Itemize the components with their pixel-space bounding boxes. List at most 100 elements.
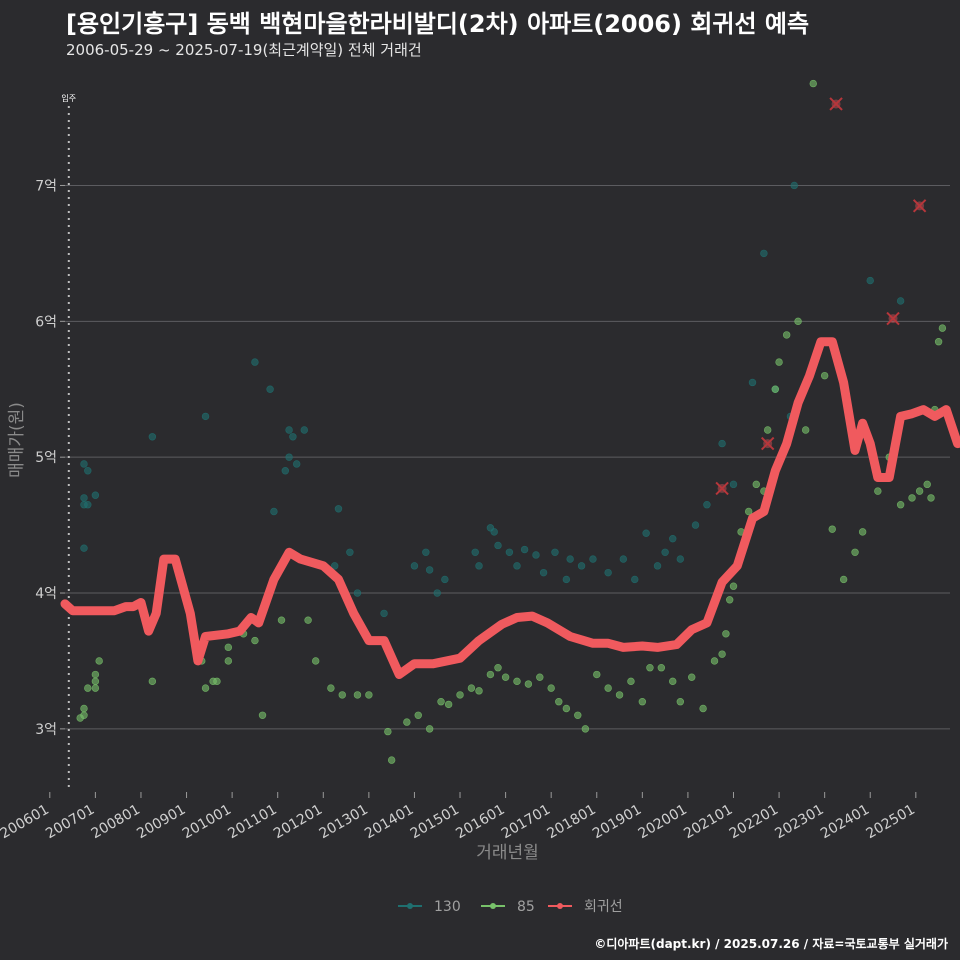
axes: 3억 4억 5억 6억 7억 200601200701200801200901201001… (0, 94, 918, 863)
point-85 (896, 501, 905, 509)
point-85 (80, 704, 88, 713)
regression-line (60, 337, 960, 679)
point-85 (80, 711, 88, 719)
y-tick-label: 4억 (35, 586, 57, 602)
point-85 (95, 657, 103, 665)
point-85 (934, 337, 943, 346)
point-130 (589, 555, 597, 563)
point-85 (224, 657, 233, 665)
point-130 (334, 505, 343, 513)
point-85 (604, 684, 612, 692)
point-85 (744, 507, 753, 516)
point-130 (577, 562, 586, 570)
point-130 (748, 378, 757, 387)
point-85 (562, 704, 571, 713)
point-85 (676, 697, 685, 706)
point-130 (475, 562, 483, 570)
point-85 (456, 691, 464, 699)
point-130 (661, 548, 669, 556)
point-85 (615, 691, 624, 699)
point-85 (710, 657, 719, 665)
legend: 130 85 회귀선 (398, 899, 623, 915)
point-130 (669, 534, 677, 543)
point-85 (794, 317, 802, 326)
point-85 (801, 426, 810, 434)
point-85 (775, 358, 783, 366)
point-130 (703, 501, 711, 509)
point-85 (524, 680, 533, 688)
x-tick-label: 201301 (317, 802, 371, 843)
point-85 (763, 426, 772, 434)
point-130 (520, 545, 529, 554)
point-85 (729, 582, 738, 590)
point-85 (467, 684, 476, 692)
point-130 (353, 589, 362, 597)
point-85 (908, 494, 916, 502)
point-85 (84, 684, 92, 692)
point-130 (84, 467, 92, 475)
x-tick-label: 202201 (727, 802, 781, 843)
outlier-x-mark (886, 311, 900, 326)
point-130 (729, 480, 738, 489)
point-85 (555, 697, 563, 706)
point-85 (915, 487, 924, 495)
point-85 (486, 670, 495, 679)
point-85 (475, 687, 483, 695)
point-85 (258, 711, 267, 719)
point-85 (581, 725, 590, 733)
point-85 (277, 616, 286, 624)
point-85 (353, 691, 362, 699)
point-130 (551, 548, 559, 556)
point-85 (91, 684, 100, 692)
source-caption: ©디아파트(dapt.kr) / 2025.07.26 / 자료=국토교통부 실… (594, 937, 948, 951)
point-130 (285, 426, 293, 434)
point-85 (858, 528, 867, 536)
y-tick-label: 5억 (35, 450, 57, 466)
point-130 (653, 562, 662, 570)
point-85 (148, 677, 157, 686)
point-85 (718, 650, 726, 658)
legend-label-회귀선: 회귀선 (584, 899, 623, 915)
x-tick-label: 201701 (499, 802, 553, 843)
point-130 (425, 566, 434, 574)
point-130 (285, 453, 293, 461)
point-130 (292, 460, 301, 468)
point-85 (593, 670, 601, 679)
point-85 (646, 664, 654, 672)
point-130 (289, 433, 297, 441)
x-tick-label: 201401 (362, 802, 416, 843)
point-130 (760, 249, 768, 258)
outlier-x-mark (760, 436, 775, 451)
point-130 (513, 562, 521, 570)
point-130 (80, 494, 88, 502)
point-130 (676, 555, 685, 563)
point-130 (566, 555, 574, 563)
point-85 (722, 630, 730, 638)
legend-dot-회귀선 (557, 903, 563, 909)
point-85 (365, 691, 373, 699)
x-tick-label: 202401 (818, 802, 872, 843)
point-130 (790, 181, 798, 190)
point-85 (725, 596, 734, 604)
point-85 (444, 700, 453, 709)
point-85 (304, 616, 312, 624)
point-85 (851, 548, 859, 556)
point-130 (433, 589, 441, 597)
x-tick-label: 201501 (408, 802, 462, 843)
point-130 (300, 426, 308, 434)
chart-title: [용인기흥구] 동백 백현마을한라비발디(2차) 아파트(2006) 회귀선 예… (66, 10, 810, 38)
point-85 (828, 525, 836, 533)
point-85 (657, 664, 666, 672)
outlier-markers (715, 97, 927, 496)
point-85 (338, 691, 346, 699)
point-130 (201, 412, 210, 421)
point-130 (604, 568, 612, 577)
move-in-label: 입주 (61, 94, 76, 103)
point-85 (638, 697, 647, 706)
point-130 (619, 555, 628, 563)
point-130 (539, 568, 548, 577)
point-130 (380, 609, 388, 618)
x-tick-label: 201201 (271, 802, 325, 843)
